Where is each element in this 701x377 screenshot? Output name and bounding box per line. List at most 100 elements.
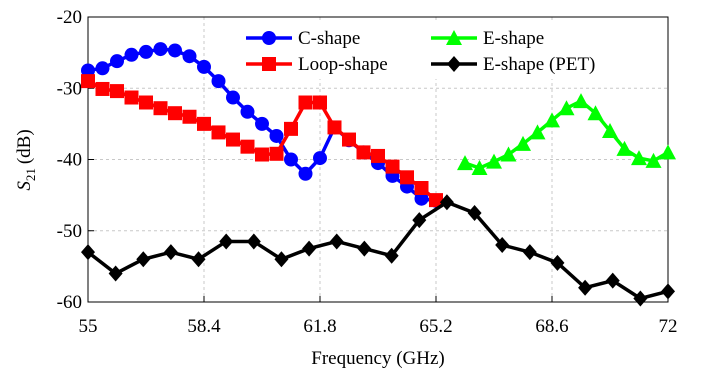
marker: [578, 279, 593, 296]
marker: [661, 283, 675, 300]
marker: [240, 139, 255, 154]
marker: [558, 100, 575, 116]
x-tick-label: 55: [79, 316, 98, 337]
legend-label: Loop-shape: [298, 54, 388, 75]
marker: [602, 123, 618, 138]
marker: [110, 54, 124, 69]
y-tick-label: -20: [57, 7, 82, 28]
x-tick-label: 65.2: [419, 316, 452, 337]
marker: [211, 74, 226, 89]
marker: [414, 191, 429, 206]
marker: [515, 135, 531, 151]
marker: [342, 132, 356, 147]
marker: [262, 31, 276, 45]
marker: [329, 233, 344, 250]
marker: [124, 90, 139, 105]
marker: [587, 105, 604, 121]
marker: [139, 95, 153, 110]
marker: [153, 42, 168, 57]
marker: [81, 244, 95, 261]
marker: [522, 244, 537, 261]
marker: [327, 120, 342, 135]
plot-frame: [87, 16, 669, 303]
marker: [544, 112, 560, 128]
legend-label: E-shape: [483, 28, 544, 49]
marker: [313, 95, 327, 110]
marker: [447, 56, 461, 72]
marker: [412, 212, 427, 229]
marker: [429, 193, 443, 208]
marker: [446, 30, 462, 45]
marker: [124, 47, 139, 62]
x-tick-label: 68.6: [535, 316, 568, 337]
marker: [313, 151, 327, 166]
marker: [471, 160, 488, 176]
legend: C-shape Loop-shape E-shape E-shape (PET): [238, 23, 658, 79]
marker: [500, 146, 517, 162]
marker: [211, 125, 226, 140]
y-label-subscript: 21: [23, 168, 38, 181]
marker: [255, 116, 269, 131]
marker: [197, 59, 211, 74]
marker: [302, 240, 317, 257]
marker: [660, 144, 676, 160]
marker: [457, 155, 473, 171]
y-label-unit: (dB): [14, 129, 35, 164]
y-tick-label: -50: [57, 221, 82, 242]
legend-label: C-shape: [298, 28, 360, 49]
marker: [226, 90, 240, 105]
legend-box: [238, 23, 658, 79]
marker: [284, 152, 298, 167]
marker: [605, 272, 620, 289]
marker: [573, 93, 589, 109]
marker: [139, 44, 153, 59]
x-tick-label: 72: [659, 316, 678, 337]
marker: [645, 152, 662, 168]
marker: [371, 148, 385, 163]
marker: [240, 104, 255, 119]
marker: [226, 132, 240, 147]
x-tick-label: 58.4: [187, 316, 221, 337]
marker: [95, 81, 110, 96]
marker: [467, 204, 482, 221]
marker: [400, 170, 414, 185]
marker: [274, 251, 289, 268]
marker: [163, 244, 178, 261]
marker: [633, 290, 648, 307]
y-tick-label: -30: [57, 78, 82, 99]
marker: [255, 147, 269, 162]
marker: [110, 84, 124, 99]
marker: [136, 251, 151, 268]
marker: [81, 63, 95, 78]
y-label-symbol: S: [14, 181, 35, 191]
marker: [356, 145, 371, 160]
marker: [219, 233, 234, 250]
marker: [168, 43, 182, 58]
marker: [262, 57, 276, 71]
marker: [616, 140, 633, 156]
marker: [357, 240, 372, 257]
marker: [414, 181, 429, 195]
marker: [439, 194, 454, 211]
marker: [153, 101, 168, 116]
marker: [168, 106, 182, 121]
x-axis-label: Frequency (GHz): [311, 348, 444, 369]
marker: [298, 166, 313, 181]
legend-label: E-shape (PET): [483, 54, 595, 75]
marker: [269, 128, 284, 143]
marker: [269, 146, 284, 161]
marker: [182, 49, 197, 64]
marker: [108, 265, 123, 282]
y-tick-label: -60: [57, 292, 82, 313]
marker: [182, 109, 197, 124]
y-axis-label: S21 (dB): [14, 129, 38, 190]
marker: [298, 95, 313, 110]
series-line: [86, 200, 669, 301]
y-tick-label: -40: [57, 150, 82, 171]
marker: [191, 251, 206, 268]
marker: [197, 116, 211, 131]
marker: [495, 237, 510, 253]
x-tick-label: 61.8: [303, 316, 336, 337]
marker: [95, 61, 110, 76]
